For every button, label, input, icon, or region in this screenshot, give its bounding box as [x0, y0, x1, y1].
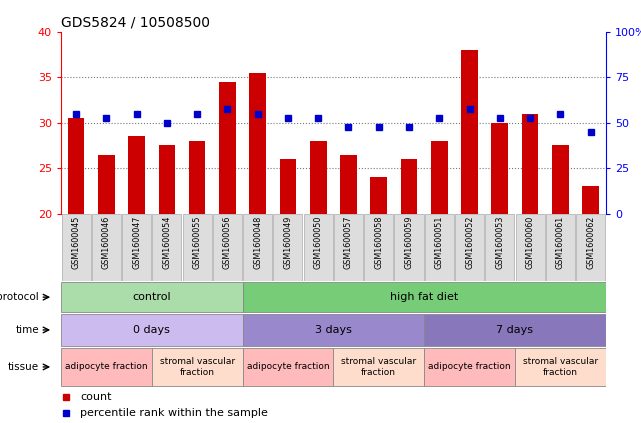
Text: GSM1600053: GSM1600053: [495, 216, 504, 269]
Bar: [340, 154, 357, 214]
Bar: [98, 154, 115, 214]
Bar: [546, 214, 575, 281]
Bar: [279, 159, 296, 214]
Bar: [92, 214, 121, 281]
Bar: [62, 214, 90, 281]
Bar: [304, 214, 333, 281]
Bar: [153, 214, 181, 281]
Bar: [189, 141, 205, 214]
Text: time: time: [15, 325, 39, 335]
Text: GDS5824 / 10508500: GDS5824 / 10508500: [61, 15, 210, 29]
Text: high fat diet: high fat diet: [390, 292, 458, 302]
Bar: [333, 348, 424, 386]
Bar: [242, 314, 424, 346]
Text: 3 days: 3 days: [315, 325, 352, 335]
Bar: [582, 187, 599, 214]
Bar: [334, 214, 363, 281]
Bar: [152, 348, 242, 386]
Text: GSM1600060: GSM1600060: [526, 216, 535, 269]
Text: GSM1600056: GSM1600056: [223, 216, 232, 269]
Bar: [424, 314, 606, 346]
Bar: [425, 214, 454, 281]
Text: adipocyte fraction: adipocyte fraction: [428, 363, 511, 371]
Bar: [219, 82, 236, 214]
Bar: [128, 136, 145, 214]
Text: GSM1600057: GSM1600057: [344, 216, 353, 269]
Text: stromal vascular
fraction: stromal vascular fraction: [523, 357, 598, 376]
Bar: [370, 177, 387, 214]
Text: GSM1600052: GSM1600052: [465, 216, 474, 269]
Bar: [424, 348, 515, 386]
Text: 0 days: 0 days: [133, 325, 170, 335]
Text: count: count: [80, 392, 112, 402]
Bar: [364, 214, 394, 281]
Text: GSM1600046: GSM1600046: [102, 216, 111, 269]
Text: adipocyte fraction: adipocyte fraction: [247, 363, 329, 371]
Text: stromal vascular
fraction: stromal vascular fraction: [160, 357, 235, 376]
Text: protocol: protocol: [0, 292, 39, 302]
Text: GSM1600062: GSM1600062: [586, 216, 595, 269]
Bar: [242, 282, 606, 312]
Text: GSM1600048: GSM1600048: [253, 216, 262, 269]
Bar: [68, 118, 85, 214]
Bar: [515, 348, 606, 386]
Text: percentile rank within the sample: percentile rank within the sample: [80, 408, 268, 418]
Bar: [213, 214, 242, 281]
Bar: [401, 159, 417, 214]
Text: stromal vascular
fraction: stromal vascular fraction: [341, 357, 416, 376]
Bar: [274, 214, 303, 281]
Text: GSM1600045: GSM1600045: [72, 216, 81, 269]
Text: tissue: tissue: [8, 362, 39, 372]
Bar: [242, 348, 333, 386]
Bar: [515, 214, 545, 281]
Text: GSM1600049: GSM1600049: [283, 216, 292, 269]
Bar: [455, 214, 484, 281]
Text: control: control: [133, 292, 171, 302]
Text: GSM1600058: GSM1600058: [374, 216, 383, 269]
Bar: [522, 113, 538, 214]
Bar: [485, 214, 514, 281]
Text: GSM1600061: GSM1600061: [556, 216, 565, 269]
Text: GSM1600055: GSM1600055: [192, 216, 202, 269]
Bar: [431, 141, 447, 214]
Bar: [158, 146, 175, 214]
Bar: [243, 214, 272, 281]
Bar: [462, 50, 478, 214]
Text: GSM1600059: GSM1600059: [404, 216, 413, 269]
Text: adipocyte fraction: adipocyte fraction: [65, 363, 147, 371]
Text: GSM1600050: GSM1600050: [313, 216, 322, 269]
Bar: [61, 348, 152, 386]
Bar: [249, 73, 266, 214]
Bar: [576, 214, 605, 281]
Bar: [552, 146, 569, 214]
Bar: [183, 214, 212, 281]
Bar: [122, 214, 151, 281]
Bar: [492, 123, 508, 214]
Text: GSM1600054: GSM1600054: [162, 216, 171, 269]
Bar: [310, 141, 326, 214]
Text: GSM1600051: GSM1600051: [435, 216, 444, 269]
Text: 7 days: 7 days: [496, 325, 533, 335]
Bar: [61, 282, 242, 312]
Bar: [394, 214, 424, 281]
Text: GSM1600047: GSM1600047: [132, 216, 141, 269]
Bar: [61, 314, 242, 346]
